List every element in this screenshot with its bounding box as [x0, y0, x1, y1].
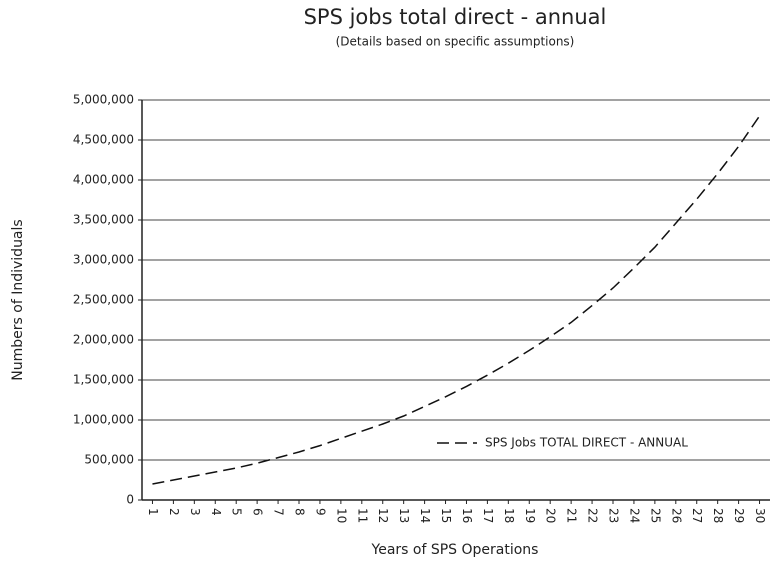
x-tick-label: 16 — [460, 508, 474, 523]
x-tick-label: 30 — [753, 508, 767, 523]
x-tick-label: 6 — [251, 508, 265, 516]
x-tick-label: 23 — [607, 508, 621, 523]
legend-label: SPS Jobs TOTAL DIRECT - ANNUAL — [485, 436, 688, 450]
x-tick-label: 10 — [334, 508, 348, 523]
y-tick-label: 2,500,000 — [73, 293, 134, 307]
chart-subtitle: (Details based on specific assumptions) — [336, 35, 575, 49]
x-tick-label: 14 — [418, 508, 432, 523]
x-tick-label: 18 — [502, 508, 516, 523]
y-tick-label: 1,500,000 — [73, 373, 134, 387]
x-tick-label: 5 — [230, 508, 244, 516]
x-tick-label: 25 — [648, 508, 662, 523]
x-tick-label: 19 — [523, 508, 537, 523]
x-tick-label: 20 — [544, 508, 558, 523]
x-tick-label: 17 — [481, 508, 495, 523]
x-tick-label: 8 — [293, 508, 307, 516]
x-tick-label: 22 — [586, 508, 600, 523]
y-tick-label: 3,500,000 — [73, 213, 134, 227]
x-tick-label: 29 — [732, 508, 746, 523]
y-axis-title: Numbers of Individuals — [10, 219, 26, 380]
x-tick-label: 7 — [272, 508, 286, 516]
y-tick-label: 4,500,000 — [73, 133, 134, 147]
y-tick-label: 5,000,000 — [73, 93, 134, 107]
x-tick-label: 2 — [167, 508, 181, 516]
y-tick-label: 3,000,000 — [73, 253, 134, 267]
x-tick-label: 28 — [711, 508, 725, 523]
x-tick-label: 21 — [565, 508, 579, 523]
y-tick-label: 4,000,000 — [73, 173, 134, 187]
x-tick-label: 4 — [209, 508, 223, 516]
x-tick-label: 13 — [397, 508, 411, 523]
x-tick-label: 3 — [188, 508, 202, 516]
x-tick-label: 24 — [627, 508, 641, 523]
x-tick-label: 9 — [313, 508, 327, 516]
x-tick-label: 11 — [355, 508, 369, 523]
x-tick-label: 27 — [690, 508, 704, 523]
x-tick-label: 26 — [669, 508, 683, 523]
x-tick-label: 12 — [376, 508, 390, 523]
y-tick-label: 500,000 — [84, 453, 134, 467]
x-tick-label: 1 — [146, 508, 160, 516]
y-tick-label: 1,000,000 — [73, 413, 134, 427]
chart-title: SPS jobs total direct - annual — [304, 5, 607, 29]
y-tick-label: 2,000,000 — [73, 333, 134, 347]
x-tick-label: 15 — [439, 508, 453, 523]
x-axis-title: Years of SPS Operations — [371, 542, 539, 558]
y-tick-label: 0 — [126, 493, 134, 507]
